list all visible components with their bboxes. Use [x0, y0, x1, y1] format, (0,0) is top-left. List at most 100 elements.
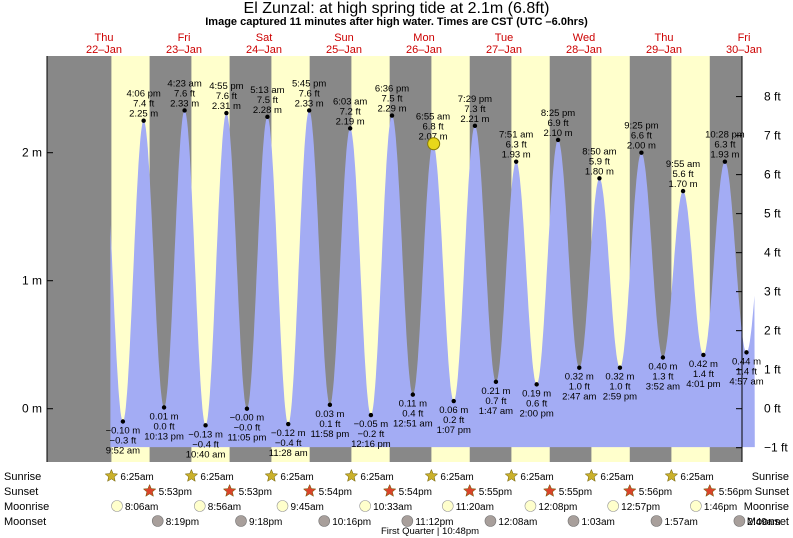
tide-label: 4:23 am	[167, 78, 201, 89]
day-name: Tue	[495, 32, 514, 44]
tide-label: 0.11 m	[399, 399, 427, 410]
sunset-icon	[702, 483, 717, 497]
row-label-left: Sunrise	[4, 471, 41, 483]
tide-label: −0.00 m	[230, 413, 265, 424]
tide-label: 8:25 pm	[541, 108, 575, 119]
sunset-time: 5:54pm	[319, 487, 352, 498]
tide-point	[639, 150, 644, 155]
tide-label: 6:36 pm	[375, 84, 409, 95]
sunset-time: 5:55pm	[479, 487, 512, 498]
row-label-left: Sunset	[4, 486, 38, 498]
tide-point	[244, 406, 250, 411]
sunrise-icon	[264, 468, 279, 482]
tide-label: 7.6 ft	[299, 88, 320, 99]
tide-label: −0.0 ft	[234, 423, 261, 434]
tide-label: 6:55 am	[416, 112, 450, 123]
y-tick-label-m: 0 m	[22, 402, 42, 416]
row-label-right: Moonset	[747, 516, 789, 528]
sunrise-time: 6:25am	[280, 472, 313, 483]
tide-label: 1.3 ft	[652, 372, 673, 383]
moonset-time: 10:16pm	[332, 517, 371, 528]
sunset-icon	[542, 483, 557, 497]
moonrise-icon	[524, 500, 537, 512]
tide-point	[389, 113, 395, 118]
moonset-icon	[401, 515, 414, 527]
tide-label: 5:13 am	[250, 85, 284, 96]
day-name: Fri	[178, 32, 191, 44]
tide-label: −0.13 m	[188, 429, 223, 440]
current-tide-marker	[427, 137, 441, 151]
tide-point	[265, 114, 270, 120]
tide-point	[744, 350, 749, 355]
tide-point	[534, 382, 539, 387]
tide-label: 2.29 m	[377, 104, 406, 115]
tide-point	[555, 137, 561, 143]
tide-label: 1.4 ft	[736, 366, 757, 377]
tide-label: 0.03 m	[315, 409, 344, 420]
tide-point	[141, 118, 146, 123]
moonset-time: 8:19pm	[166, 517, 199, 528]
sunset-time: 5:54pm	[399, 487, 432, 498]
tide-label: 2.19 m	[336, 116, 365, 127]
moonset-icon	[650, 515, 663, 527]
tide-label: 11:58 pm	[310, 429, 349, 440]
tide-curve	[110, 110, 755, 448]
moonset-icon	[733, 515, 746, 527]
tide-label: 0.1 ft	[319, 419, 340, 430]
tide-label: 0.32 m	[605, 372, 634, 383]
tide-label: 0.40 m	[648, 362, 677, 373]
tide-label: 0.7 ft	[485, 396, 506, 407]
tide-label: 4:55 pm	[209, 81, 243, 92]
moonrise-icon	[193, 500, 206, 512]
tide-extremes: −0.10 m−0.3 ft9:52 am 4:06 pm7.4 ft2.25 m…	[106, 78, 764, 460]
tide-label: 10:28 pm	[705, 130, 745, 141]
moonrise-time: 11:20am	[456, 502, 494, 513]
tide-label: 6:03 am	[333, 96, 367, 107]
sunrise-icon	[424, 468, 439, 482]
day-date: 25–Jan	[326, 44, 362, 56]
tide-label: 12:51 am	[393, 419, 433, 430]
tide-label: 2.25 m	[129, 109, 158, 120]
day-date: 28–Jan	[566, 44, 602, 56]
tide-point	[617, 365, 623, 370]
tide-label: 9:52 am	[106, 446, 140, 457]
tide-label: 2.31 m	[212, 101, 241, 112]
day-date: 29–Jan	[646, 44, 682, 56]
tide-label: 4:57 am	[729, 376, 763, 387]
tide-label: 1.0 ft	[609, 382, 630, 393]
tide-label: −0.12 m	[271, 428, 306, 439]
y-tick-label-ft: 2 ft	[764, 324, 781, 338]
moonrise-row: 8:06am 8:56am 9:45am 10:33am 11:20am 12:08pm 1…	[111, 500, 737, 513]
tide-label: 9:55 am	[666, 159, 700, 170]
row-label-left: Moonset	[4, 516, 46, 528]
tide-label: 1.0 ft	[569, 382, 590, 393]
y-tick-label-m: 2 m	[22, 146, 42, 160]
sunset-time: 5:53pm	[239, 487, 272, 498]
sunset-time: 5:56pm	[719, 487, 752, 498]
tide-label: 0.44 m	[732, 356, 761, 367]
tide-point	[701, 352, 706, 358]
tide-label: 7.6 ft	[174, 88, 195, 99]
row-label-right: Sunrise	[752, 471, 789, 483]
tide-label: 2.21 m	[460, 114, 489, 125]
sunset-time: 5:56pm	[639, 487, 672, 498]
day-name: Thu	[655, 32, 674, 44]
day-headers: Thu22–JanFri23–JanSat24–JanSun25–JanMon2…	[86, 32, 762, 56]
sunrise-time: 6:25am	[520, 472, 553, 483]
sunrise-icon	[104, 468, 119, 482]
tide-label: 6.8 ft	[423, 122, 444, 133]
sunrise-icon	[184, 468, 199, 482]
tide-label: 1.70 m	[669, 179, 698, 190]
tide-label: 6.9 ft	[548, 118, 569, 129]
moonset-icon	[567, 515, 580, 527]
tide-label: 7:29 pm	[458, 94, 492, 105]
sunset-time: 5:53pm	[159, 487, 192, 498]
y-tick-label-ft: 1 ft	[764, 363, 781, 377]
sunset-icon	[142, 483, 157, 497]
row-label-right: Sunset	[755, 486, 789, 498]
y-tick-label-ft: 6 ft	[764, 168, 781, 182]
tide-label: −0.3 ft	[110, 436, 137, 447]
tide-label: 6.6 ft	[631, 131, 652, 142]
tide-point	[680, 188, 686, 194]
tide-label: 0.4 ft	[402, 409, 423, 420]
